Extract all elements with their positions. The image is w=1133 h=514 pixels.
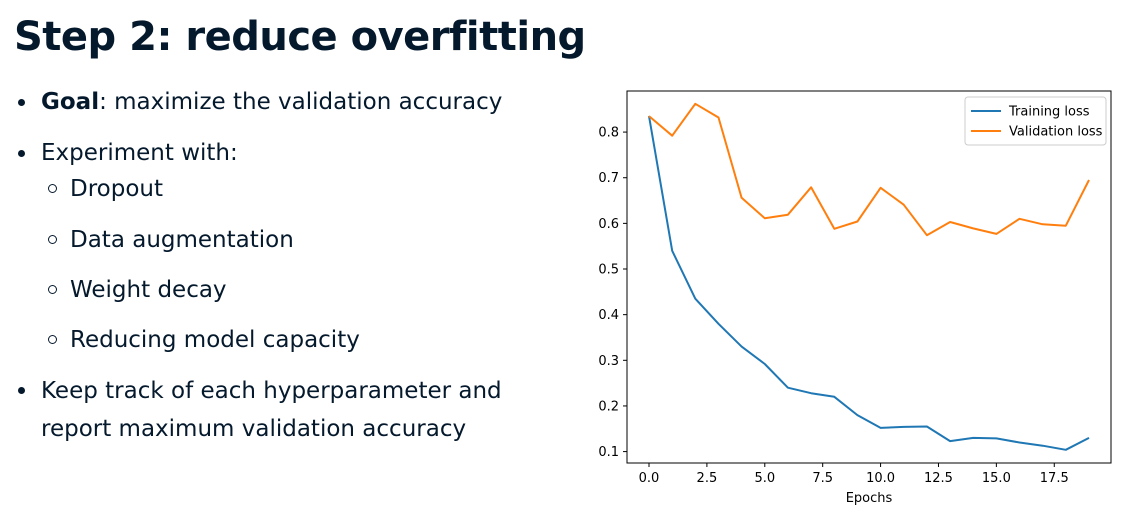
keep-track-line-1: Keep track of each hyperparameter and: [41, 378, 502, 404]
keep-track-line-2: report maximum validation accuracy: [41, 416, 467, 442]
y-tick-label: 0.5: [598, 263, 619, 278]
goal-text: : maximize the validation accuracy: [99, 89, 503, 115]
x-tick-label: 15.0: [982, 471, 1011, 486]
goal-label: Goal: [41, 89, 100, 115]
legend-label-validation-loss: Validation loss: [1009, 125, 1103, 140]
bullet-goal: Goal: maximize the validation accuracy: [18, 84, 502, 120]
series-line-training-loss: [648, 115, 1090, 451]
loss-chart: 0.1 0.2 0.3 0.4 0.5 0.6 0.7 0.8 0.0 2.5 5.0 7.5 10.…: [560, 80, 1130, 510]
x-tick-label: 5.0: [754, 471, 775, 486]
y-tick-label: 0.7: [598, 171, 619, 186]
loss-chart-svg: 0.1 0.2 0.3 0.4 0.5 0.6 0.7 0.8 0.0 2.5 5.0 7.5 10.…: [598, 90, 1112, 506]
series-line-validation-loss: [648, 102, 1090, 237]
x-tick-label: 0.0: [639, 471, 660, 486]
sub-item-data-augmentation: Data augmentation: [48, 222, 294, 258]
sub-item-reducing-model-capacity: Reducing model capacity: [48, 322, 360, 358]
series-lines: [648, 102, 1090, 451]
y-tick-label: 0.2: [598, 399, 619, 414]
y-tick-label: 0.8: [598, 126, 619, 141]
y-tick-label: 0.3: [598, 354, 619, 369]
bullet-keep-track: Keep track of each hyperparameter and re…: [18, 372, 502, 448]
x-axis: 0.0 2.5 5.0 7.5 10.0 12.5 15.0 17.5: [639, 463, 1069, 486]
x-tick-label: 17.5: [1040, 471, 1069, 486]
y-tick-label: 0.6: [598, 217, 619, 232]
x-tick-label: 2.5: [697, 471, 718, 486]
sub-item-dropout: Dropout: [48, 171, 163, 207]
sub-item-weight-decay: Weight decay: [48, 272, 227, 308]
plot-frame: [626, 90, 1112, 464]
bullet-experiment: Experiment with:: [18, 135, 238, 171]
x-tick-label: 12.5: [924, 471, 953, 486]
y-axis: 0.1 0.2 0.3 0.4 0.5 0.6 0.7 0.8: [598, 126, 627, 460]
x-tick-label: 7.5: [812, 471, 833, 486]
slide-title: Step 2: reduce overfitting: [14, 14, 586, 60]
legend: Training loss Validation loss: [964, 96, 1107, 146]
y-tick-label: 0.1: [598, 445, 619, 460]
x-axis-label: Epochs: [846, 491, 893, 506]
legend-label-training-loss: Training loss: [1008, 105, 1090, 120]
y-tick-label: 0.4: [598, 308, 619, 323]
x-tick-label: 10.0: [866, 471, 895, 486]
legend-box: [964, 96, 1107, 146]
